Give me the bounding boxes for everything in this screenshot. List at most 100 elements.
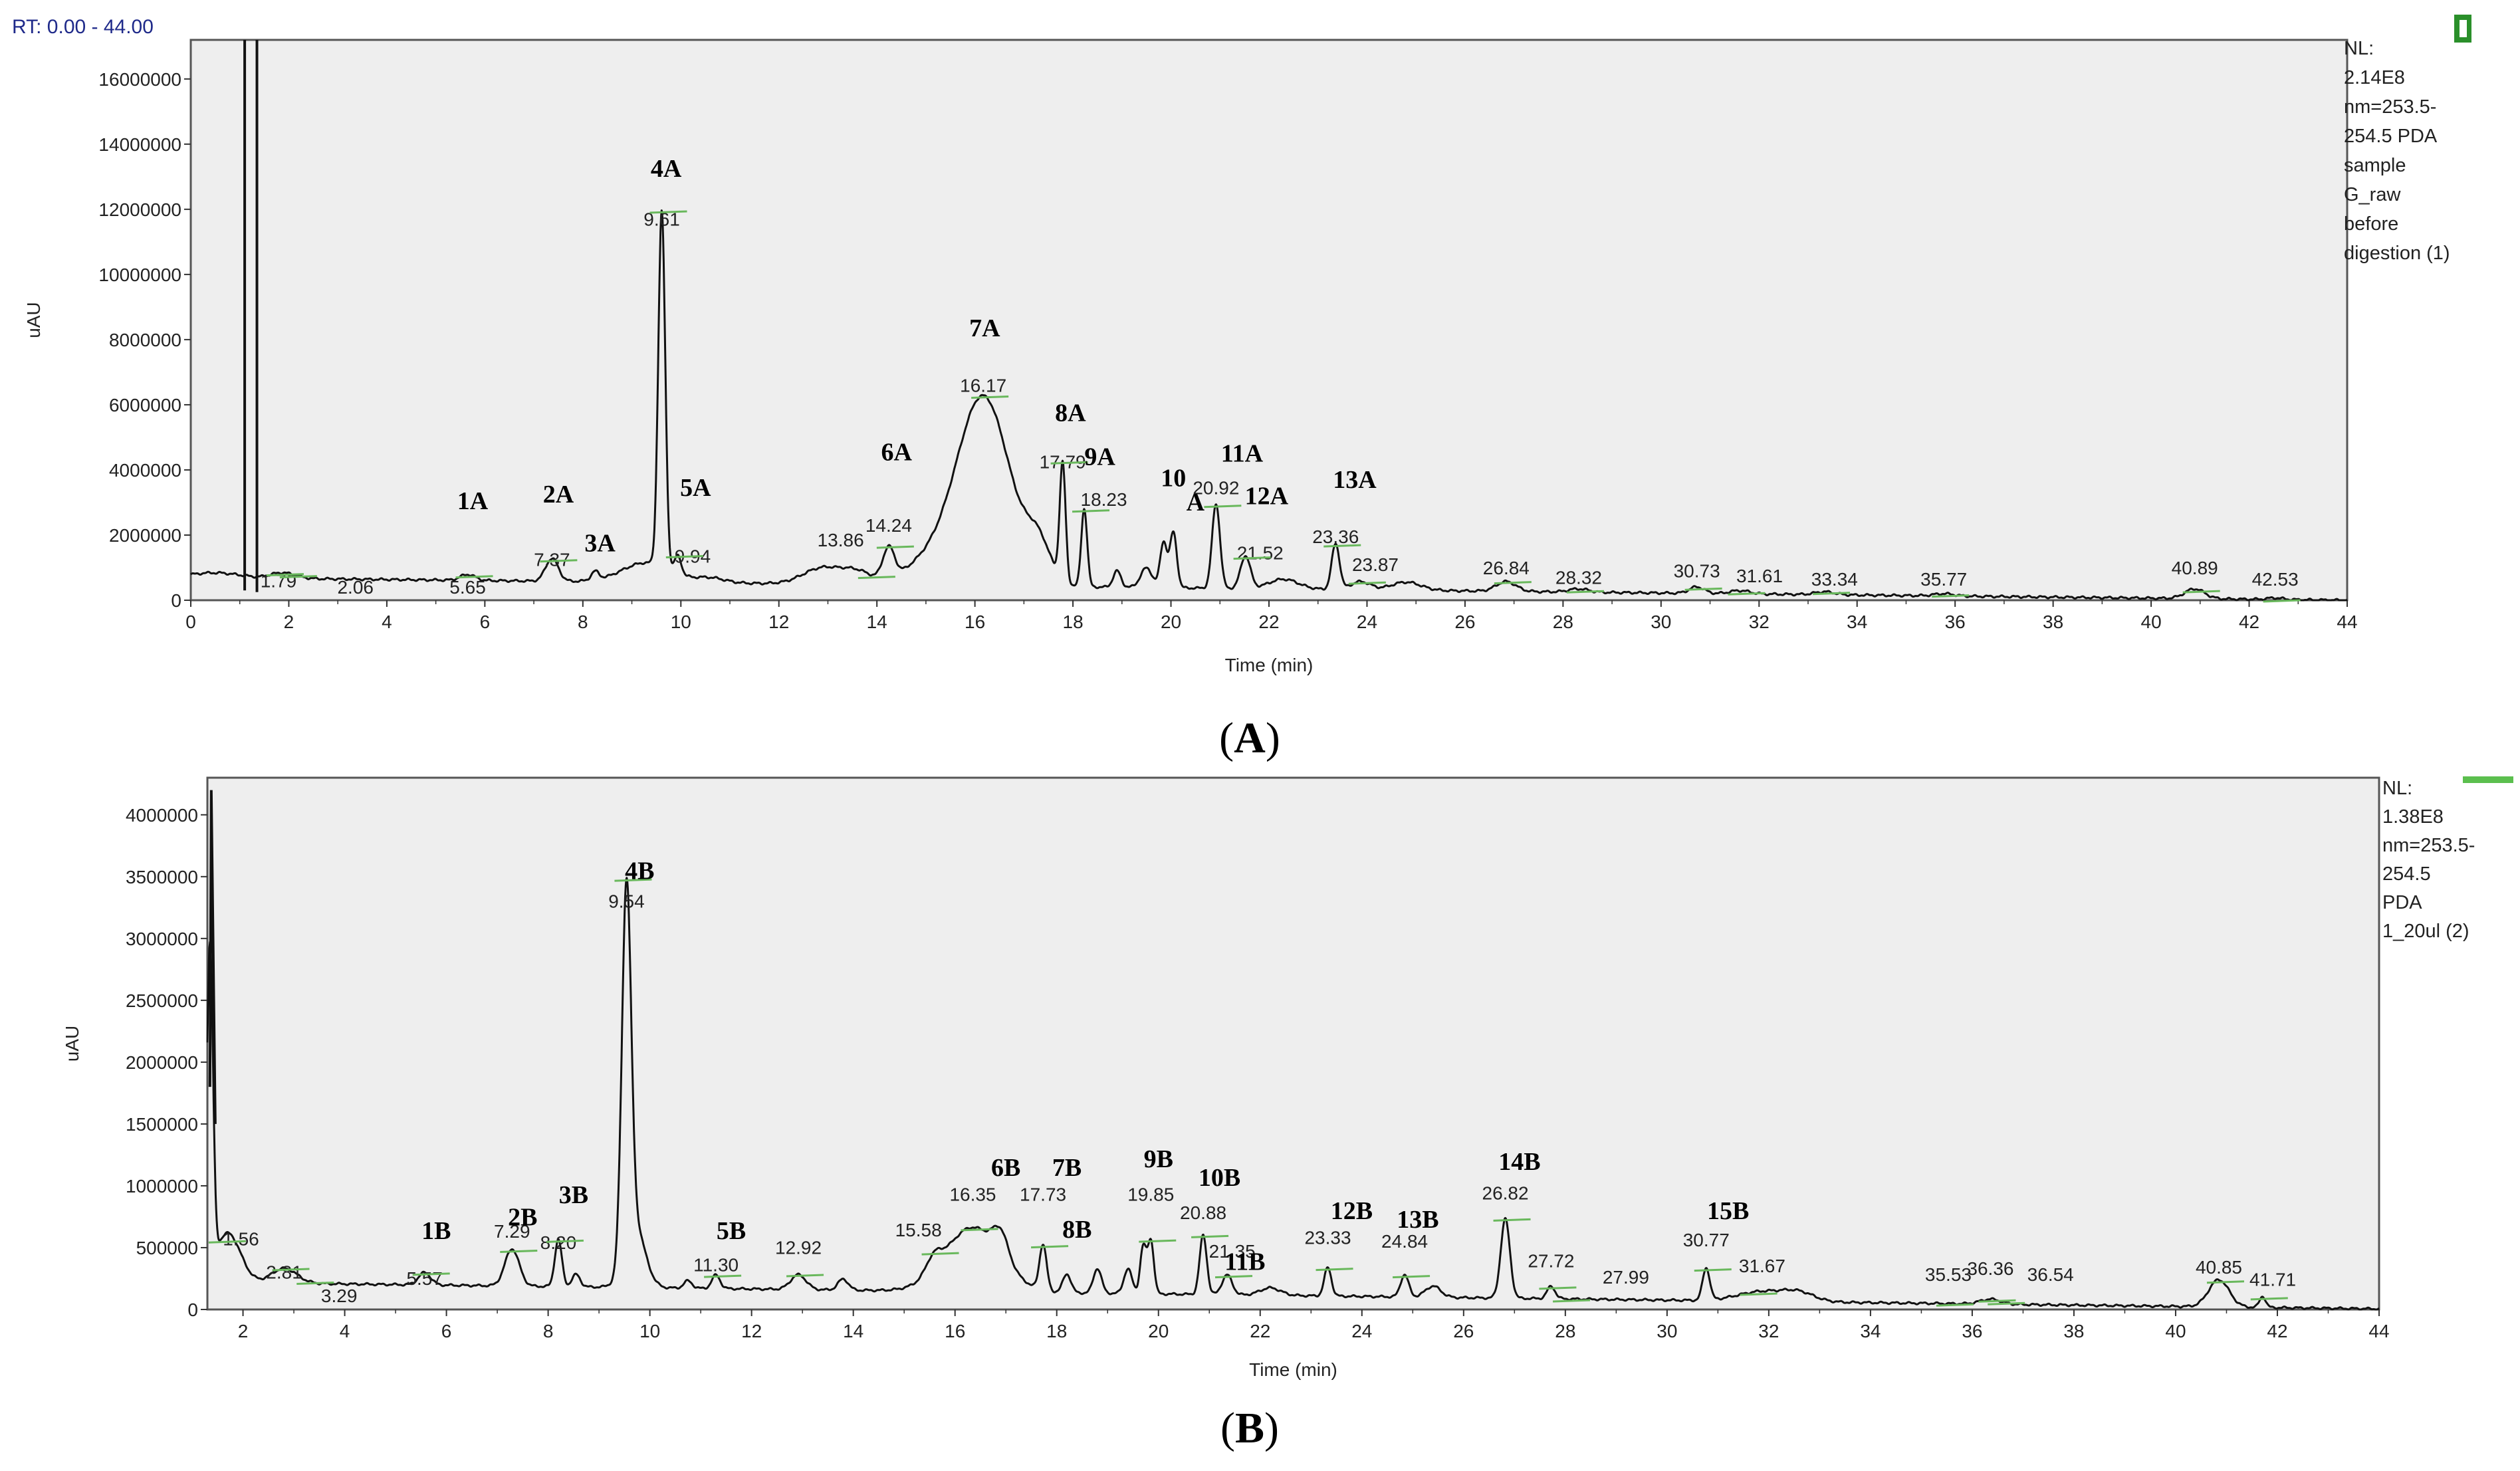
rt-label: 27.99 <box>1603 1267 1649 1288</box>
peak-id-label: 4B <box>625 857 654 885</box>
y-tick-label: 6000000 <box>109 395 181 415</box>
x-tick-label: 24 <box>1357 612 1377 632</box>
y-tick-label: 500000 <box>136 1238 198 1258</box>
rt-label: 2.06 <box>337 577 374 598</box>
x-tick-label: 14 <box>843 1321 863 1341</box>
x-tick-label: 8 <box>543 1321 554 1341</box>
x-tick-label: 16 <box>945 1321 965 1341</box>
y-tick-label: 4000000 <box>109 460 181 481</box>
y-tick-label: 12000000 <box>98 199 181 220</box>
integration-mark <box>1323 544 1361 548</box>
y-tick-label: 2000000 <box>126 1052 198 1073</box>
info-line: PDA <box>2382 892 2422 913</box>
nl-marker-b-icon <box>2463 776 2513 783</box>
chromatogram-trace-a <box>190 209 2348 602</box>
rt-label: 23.36 <box>1312 526 1359 547</box>
info-line: 254.5 <box>2382 863 2431 885</box>
integration-mark <box>1393 1275 1431 1279</box>
integration-mark <box>971 396 1009 399</box>
rt-label: 31.61 <box>1736 566 1783 586</box>
peak-id-label: 4A <box>651 155 682 183</box>
rt-label: 14.24 <box>865 515 912 536</box>
peak-id-label: 12A <box>1245 482 1289 510</box>
rt-label: 1.56 <box>223 1228 259 1249</box>
solvent-front-peak <box>208 790 217 1124</box>
integration-mark <box>1539 1286 1577 1290</box>
rt-label: 26.82 <box>1482 1183 1529 1203</box>
x-tick-label: 16 <box>965 612 985 632</box>
info-line: 1.38E8 <box>2382 806 2444 828</box>
x-tick-label: 2 <box>284 612 294 632</box>
peak-id-label: 3B <box>559 1181 588 1209</box>
nl-marker-icon-inner <box>2460 20 2467 37</box>
y-tick-label: 0 <box>187 1300 198 1320</box>
integration-mark <box>1139 1239 1177 1243</box>
x-tick-label: 0 <box>185 612 196 632</box>
rt-range-label: RT: 0.00 - 44.00 <box>12 16 154 38</box>
x-tick-label: 12 <box>768 612 789 632</box>
peak-id-label: 15B <box>1707 1197 1749 1225</box>
integration-mark <box>1493 1218 1531 1222</box>
rt-label: 9.54 <box>608 891 645 911</box>
peak-id-label: 6A <box>881 438 912 466</box>
x-tick-label: 18 <box>1063 612 1084 632</box>
rt-label: 13.86 <box>818 530 864 550</box>
integration-mark <box>2250 1297 2288 1301</box>
x-tick-label: 36 <box>1962 1321 1982 1341</box>
integration-mark <box>1191 1234 1229 1238</box>
rt-label: 12.92 <box>775 1237 822 1258</box>
rt-label: 8.20 <box>540 1232 577 1253</box>
info-line: nm=253.5- <box>2344 96 2436 118</box>
x-tick-label: 6 <box>441 1321 452 1341</box>
caption-a: (A) <box>1219 714 1280 762</box>
integration-mark <box>1936 1303 1974 1307</box>
rt-label: 40.85 <box>2196 1257 2242 1278</box>
rt-label: 40.89 <box>2172 558 2218 578</box>
x-tick-label: 10 <box>639 1321 660 1341</box>
peak-id-label: 5B <box>717 1217 746 1245</box>
rt-label: 21.52 <box>1237 543 1284 564</box>
y-axis-label: uAU <box>23 302 44 338</box>
rt-label: 30.77 <box>1683 1230 1730 1250</box>
x-tick-label: 24 <box>1351 1321 1372 1341</box>
integration-mark <box>1050 461 1088 465</box>
x-tick-label: 34 <box>1847 612 1867 632</box>
rt-label: 15.58 <box>895 1220 942 1240</box>
rt-label: 19.85 <box>1127 1184 1174 1204</box>
info-line: 254.5 PDA <box>2344 126 2438 147</box>
chart-panel-b: 0 500000 1000000 1500000 2000000 2500000 30000… <box>62 776 2475 1380</box>
peak-id-label: 2A <box>543 481 574 509</box>
y-tick-label: 16000000 <box>98 69 181 90</box>
info-line: digestion (1) <box>2344 243 2450 264</box>
integration-mark <box>876 545 914 549</box>
x-tick-label: 22 <box>1250 1321 1270 1341</box>
integration-mark <box>1684 587 1722 591</box>
peak-id-label: 14B <box>1498 1148 1540 1176</box>
x-tick-label: 42 <box>2239 612 2259 632</box>
y-tick-label: 0 <box>171 590 181 611</box>
peak-id-label: 9B <box>1144 1145 1173 1173</box>
rt-label: 7.29 <box>494 1221 530 1242</box>
x-tick-label: 20 <box>1148 1321 1169 1341</box>
integration-mark <box>1813 592 1851 596</box>
info-line: sample <box>2344 155 2406 176</box>
peak-id-label: A <box>1187 489 1205 516</box>
y-tick-label: 1000000 <box>126 1176 198 1196</box>
rt-label: 3.29 <box>321 1286 358 1306</box>
peak-id-label: 7A <box>969 314 1000 342</box>
integration-mark <box>2263 599 2301 603</box>
x-tick-label: 40 <box>2141 612 2162 632</box>
x-tick-label: 8 <box>578 612 588 632</box>
rt-label: 36.36 <box>1967 1258 2013 1279</box>
integration-mark <box>1072 509 1110 513</box>
x-tick-label: 20 <box>1161 612 1181 632</box>
rt-label: 16.35 <box>949 1184 996 1204</box>
integration-mark <box>665 555 703 559</box>
integration-mark <box>279 575 317 579</box>
rt-label: 23.87 <box>1352 554 1399 575</box>
peak-id-label: 11B <box>1224 1248 1265 1276</box>
x-tick-label: 4 <box>340 1321 350 1341</box>
peak-id-label: 12B <box>1331 1197 1373 1225</box>
peak-id-label: 9A <box>1084 443 1115 471</box>
peak-id-label: 13B <box>1397 1206 1438 1234</box>
